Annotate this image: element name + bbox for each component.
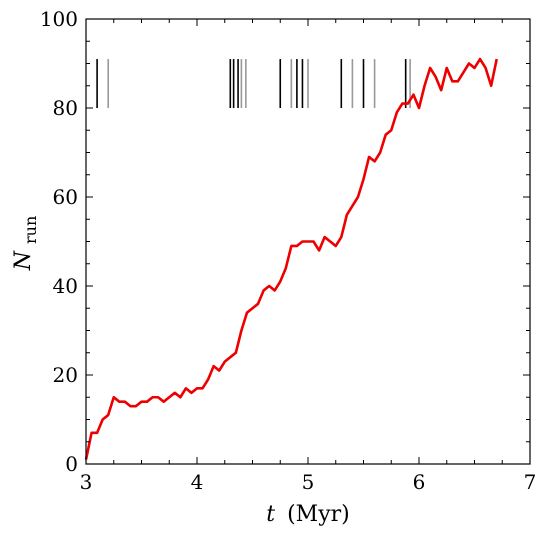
x-tick-label: 3 (80, 470, 93, 494)
x-tick-label: 7 (524, 470, 537, 494)
y-tick-label: 60 (53, 185, 78, 209)
x-axis-label-var: t (266, 502, 275, 527)
x-axis-label: t (Myr) (266, 502, 349, 527)
y-axis-label: N run (11, 216, 40, 272)
plot-frame (85, 18, 531, 465)
y-tick-label: 100 (40, 7, 78, 31)
y-axis-label-var: N (11, 250, 36, 271)
x-tick-label: 6 (413, 470, 426, 494)
y-tick-label: 20 (53, 363, 78, 387)
y-axis-label-sub: run (21, 216, 40, 244)
event-marks (96, 59, 411, 108)
x-axis-label-unit: (Myr) (287, 502, 350, 527)
series-line (84, 57, 498, 460)
y-tick-label: 40 (53, 274, 78, 298)
x-tick-label: 5 (302, 470, 315, 494)
y-tick-label: 0 (65, 452, 78, 476)
tick-labels: 3 4 5 6 7 0 20 40 60 80 100 (40, 7, 537, 494)
y-tick-label: 80 (53, 96, 78, 120)
x-tick-label: 4 (191, 470, 204, 494)
